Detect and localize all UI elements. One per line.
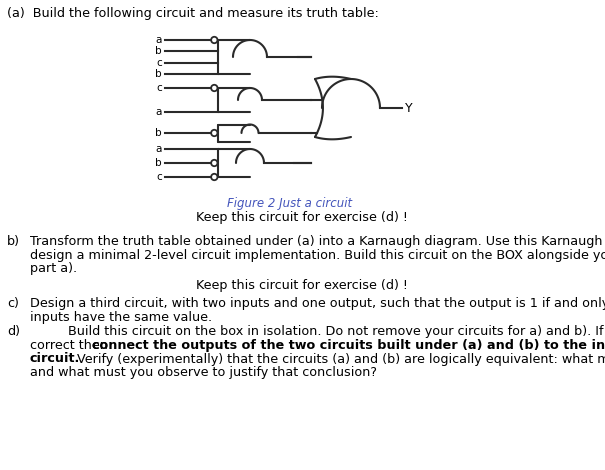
Text: Verify (experimentally) that the circuits (a) and (b) are logically equivalent: : Verify (experimentally) that the circuit… — [73, 352, 605, 366]
Text: part a).: part a). — [30, 262, 77, 275]
Text: c: c — [156, 172, 162, 182]
Text: Transform the truth table obtained under (a) into a Karnaugh diagram. Use this K: Transform the truth table obtained under… — [30, 235, 605, 248]
Text: c: c — [156, 58, 162, 68]
Text: (a)  Build the following circuit and measure its truth table:: (a) Build the following circuit and meas… — [7, 7, 379, 20]
Text: and what must you observe to justify that conclusion?: and what must you observe to justify tha… — [30, 366, 377, 379]
Text: b: b — [155, 158, 162, 168]
Text: b: b — [155, 128, 162, 138]
Text: Keep this circuit for exercise (d) !: Keep this circuit for exercise (d) ! — [196, 211, 408, 224]
Text: connect the outputs of the two circuits built under (a) and (b) to the inputs of: connect the outputs of the two circuits … — [92, 339, 605, 352]
Text: inputs have the same value.: inputs have the same value. — [30, 311, 212, 324]
Text: b: b — [155, 47, 162, 56]
Text: a: a — [155, 35, 162, 45]
Text: d): d) — [7, 326, 20, 338]
Text: Keep this circuit for exercise (d) !: Keep this circuit for exercise (d) ! — [196, 280, 408, 292]
Text: design a minimal 2-level circuit implementation. Build this circuit on the BOX a: design a minimal 2-level circuit impleme… — [30, 249, 605, 261]
Text: Design a third circuit, with two inputs and one output, such that the output is : Design a third circuit, with two inputs … — [30, 298, 605, 311]
Text: c): c) — [7, 298, 19, 311]
Text: c: c — [156, 83, 162, 93]
Text: Build this circuit on the box in isolation. Do not remove your circuits for a) a: Build this circuit on the box in isolati… — [68, 326, 605, 338]
Text: a: a — [155, 144, 162, 154]
Text: b): b) — [7, 235, 20, 248]
Text: b: b — [155, 69, 162, 79]
Text: circuit.: circuit. — [30, 352, 80, 366]
Text: a: a — [155, 107, 162, 117]
Text: correct then: correct then — [30, 339, 112, 352]
Text: Figure 2 Just a circuit: Figure 2 Just a circuit — [227, 197, 353, 210]
Text: Y: Y — [405, 102, 413, 115]
